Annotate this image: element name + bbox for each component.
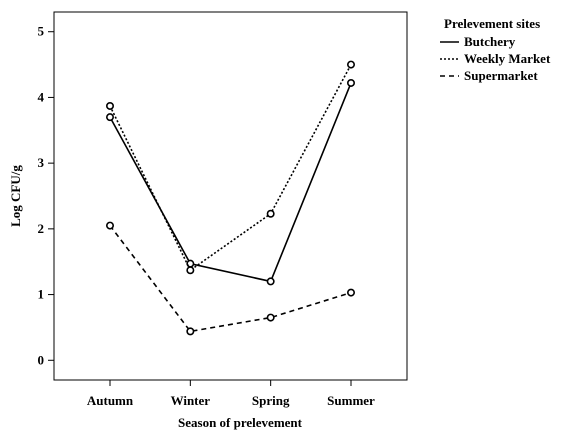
data-point-weekly-market [186,266,195,275]
x-tick-label: Spring [252,393,290,408]
data-point-weekly-market [266,209,275,218]
data-point-weekly-market [106,101,115,110]
legend-label-supermarket: Supermarket [464,68,538,83]
y-tick-label: 3 [38,155,45,170]
plot-frame [53,11,408,381]
x-axis: Autumn Winter Spring Summer [87,380,375,408]
data-point-weekly-market [346,60,355,69]
legend-label-weekly-market: Weekly Market [464,51,551,66]
y-tick-label: 2 [38,221,45,236]
x-tick-label: Summer [327,393,375,408]
data-point-supermarket [106,221,115,230]
y-tick-label: 4 [38,89,45,104]
y-tick-label: 0 [38,352,45,367]
series-line-butchery [109,82,352,283]
x-tick-label: Autumn [87,393,134,408]
y-axis: 0 1 2 3 4 5 [38,24,54,367]
data-point-supermarket [346,288,355,297]
data-point-butchery [266,277,275,286]
data-point-butchery [106,113,115,122]
y-tick-label: 5 [38,24,45,39]
legend: Prelevement sites Butchery Weekly Market S… [440,16,551,83]
series-line-weekly-market [109,64,352,272]
legend-label-butchery: Butchery [464,34,516,49]
legend-title: Prelevement sites [444,16,540,31]
data-point-butchery [346,78,355,87]
series-group [106,60,355,336]
data-point-supermarket [266,313,275,322]
data-point-supermarket [186,327,195,336]
y-axis-title: Log CFU/g [8,165,23,227]
x-tick-label: Winter [171,393,211,408]
x-axis-title: Season of prelevement [178,415,303,430]
series-line-supermarket [109,225,352,333]
y-tick-label: 1 [38,287,45,302]
